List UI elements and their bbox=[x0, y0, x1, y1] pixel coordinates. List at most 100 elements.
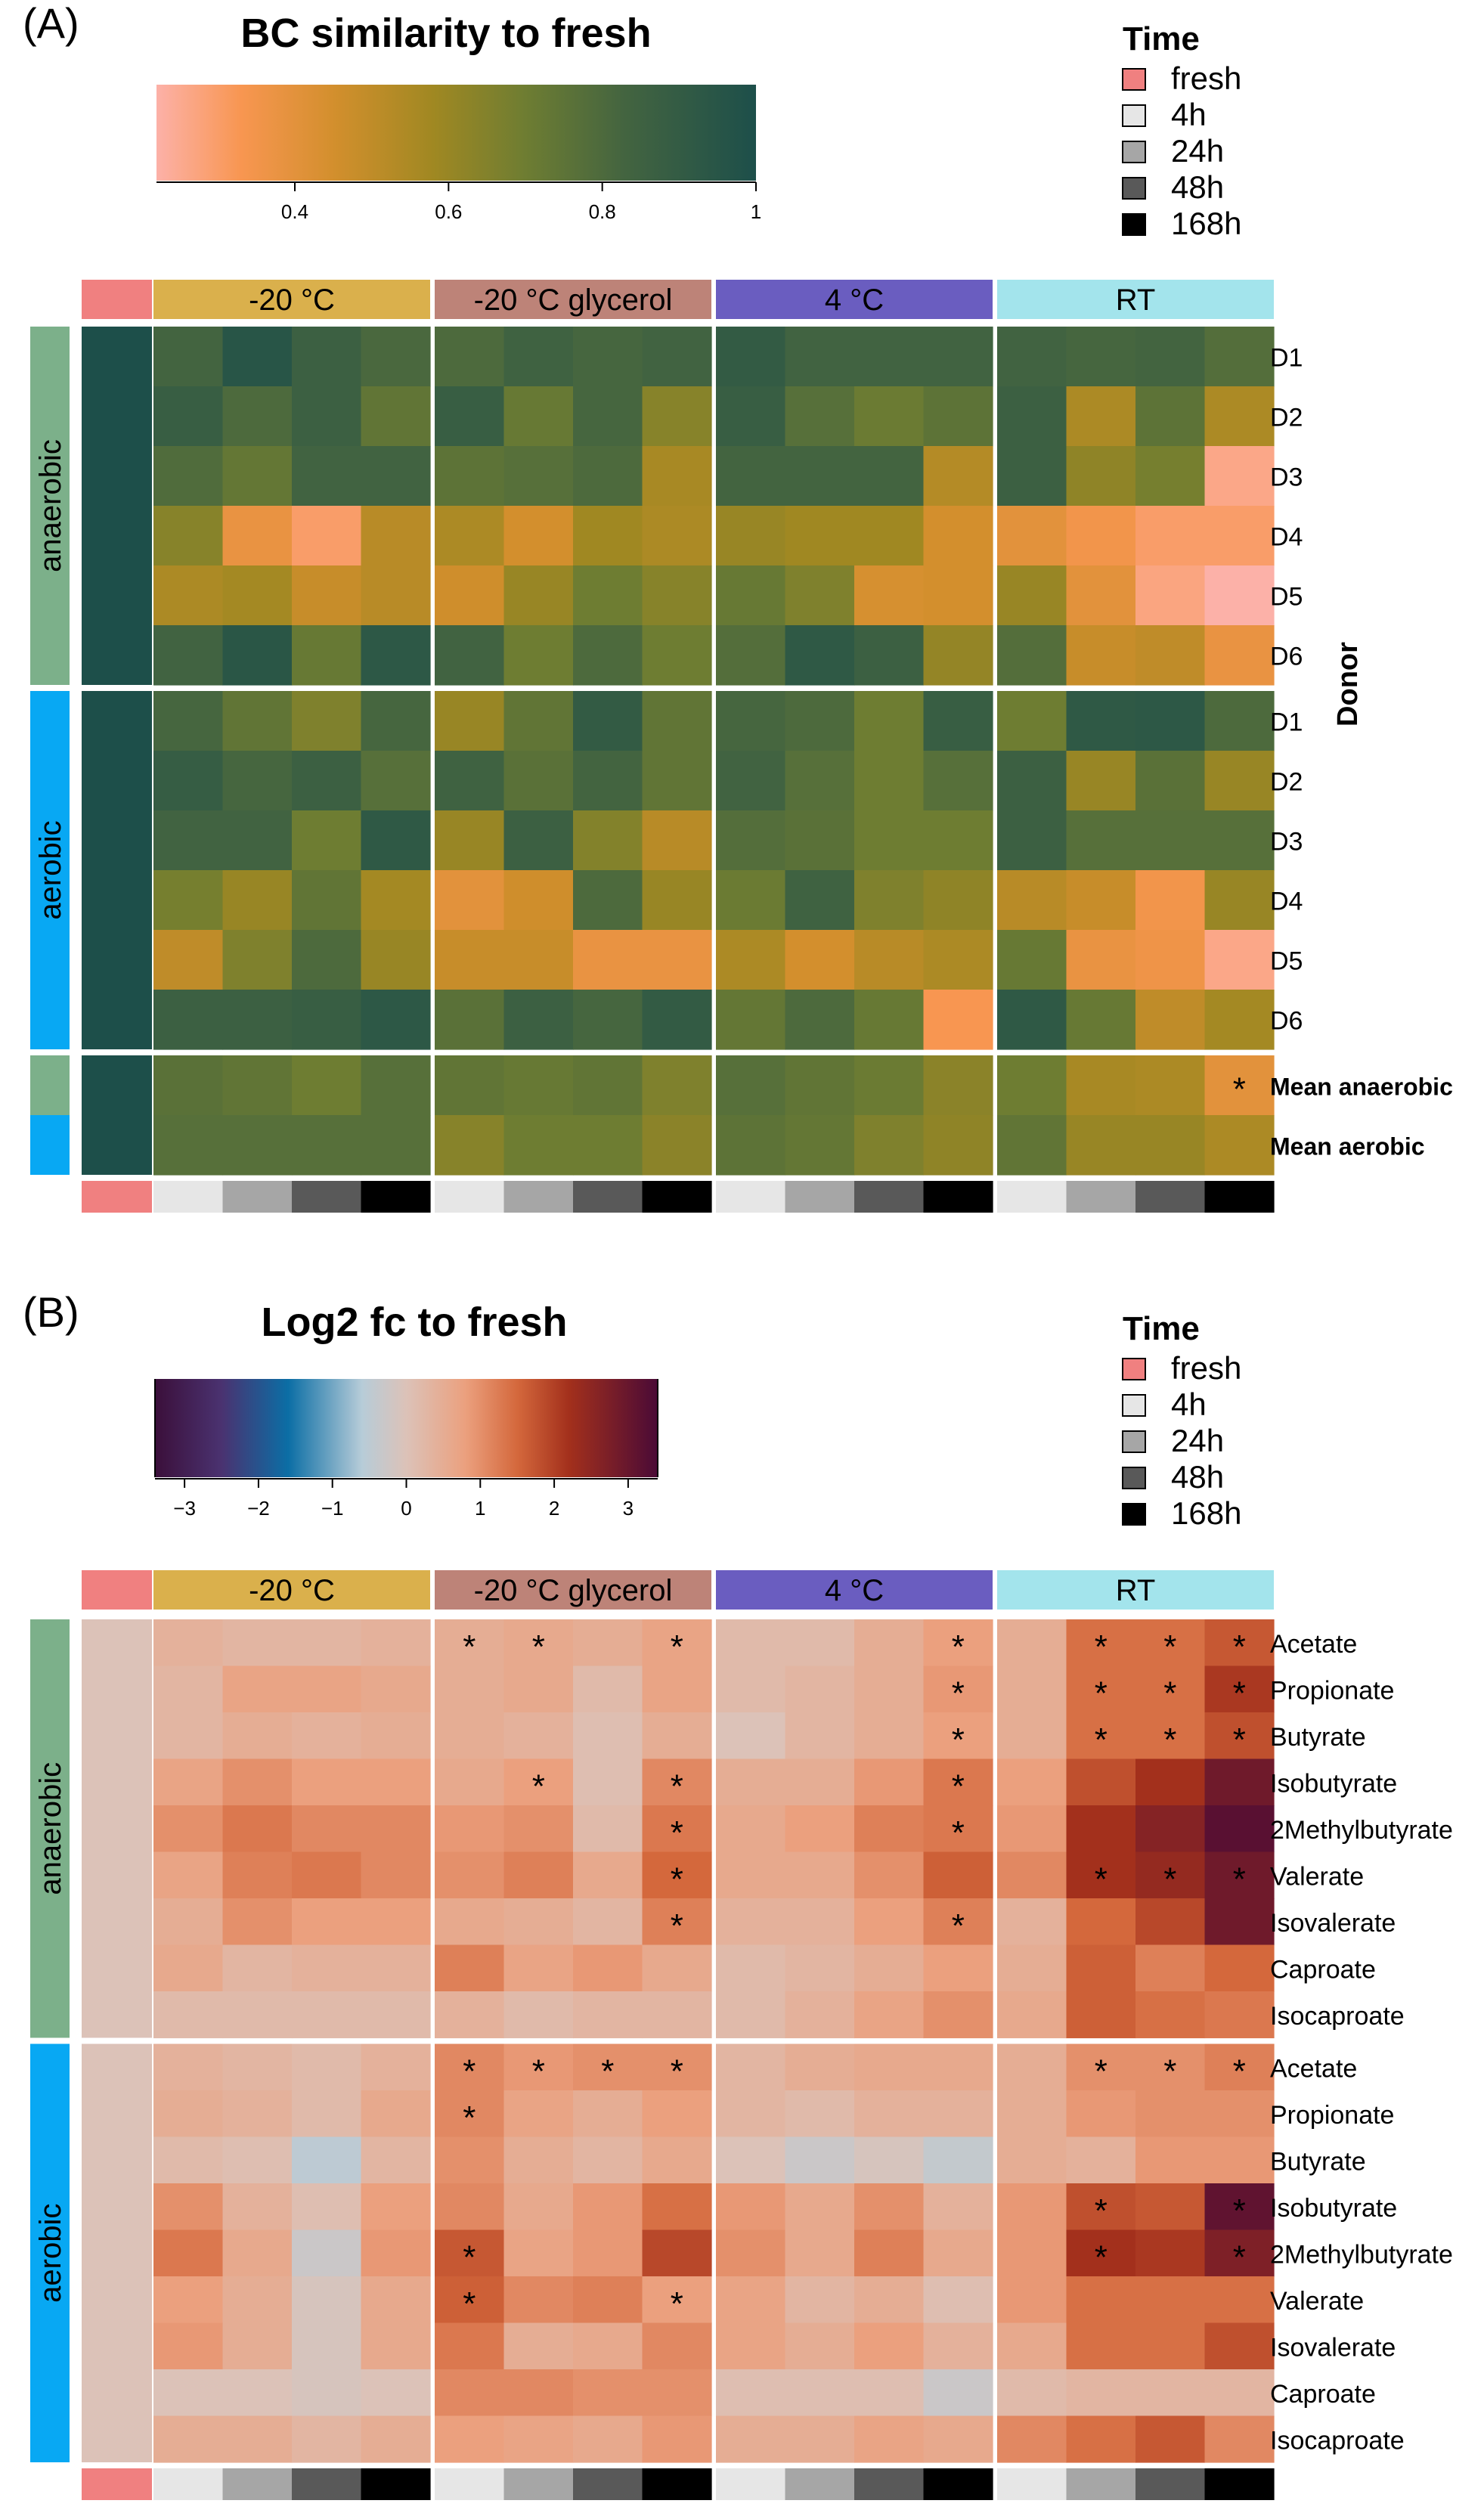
heatmap-cell bbox=[292, 1898, 362, 1946]
significance-star: * bbox=[1233, 1628, 1246, 1665]
significance-star: * bbox=[1163, 1675, 1176, 1712]
heatmap-cell bbox=[153, 2276, 224, 2324]
row-group-label: anaerobic bbox=[34, 1762, 67, 1895]
heatmap-cell bbox=[854, 2136, 925, 2184]
heatmap-cell bbox=[716, 2183, 786, 2231]
significance-star: * bbox=[1095, 1628, 1108, 1665]
column-group-label: RT bbox=[1116, 1574, 1156, 1607]
heatmap-cell bbox=[361, 2229, 431, 2277]
heatmap-cell bbox=[642, 565, 712, 626]
time-cell bbox=[361, 2468, 431, 2500]
heatmap-cell bbox=[153, 2369, 224, 2417]
time-cell bbox=[503, 1181, 574, 1213]
heatmap-cell bbox=[222, 565, 293, 626]
heatmap-cell bbox=[361, 1665, 431, 1713]
column-group-header bbox=[435, 280, 711, 319]
column-group-header bbox=[716, 280, 993, 319]
heatmap-cell bbox=[573, 691, 643, 751]
heatmap-cell bbox=[785, 870, 855, 931]
legend-title: Time bbox=[1123, 1310, 1200, 1347]
heatmap-cell bbox=[292, 625, 362, 686]
heatmap-cell bbox=[923, 1805, 993, 1853]
row-label: Propionate bbox=[1270, 1676, 1394, 1705]
significance-star: * bbox=[671, 1907, 683, 1944]
column-group-header bbox=[153, 280, 430, 319]
heatmap-cell bbox=[716, 2369, 786, 2417]
time-cell bbox=[642, 1181, 712, 1213]
heatmap-cell bbox=[785, 1851, 855, 1899]
summary-cell bbox=[1066, 1115, 1136, 1176]
heatmap-cell bbox=[573, 2369, 643, 2417]
heatmap-cell bbox=[1135, 1851, 1206, 1899]
heatmap-cell bbox=[785, 1712, 855, 1760]
heatmap-cell bbox=[361, 930, 431, 990]
heatmap-cell bbox=[435, 1619, 505, 1667]
time-cell bbox=[573, 1181, 643, 1213]
column-group-header bbox=[997, 1570, 1274, 1610]
heatmap-cell bbox=[1135, 990, 1206, 1050]
heatmap-cell bbox=[997, 990, 1067, 1050]
row-group-bar bbox=[30, 1619, 70, 2038]
row-label: Caproate bbox=[1270, 2380, 1376, 2409]
significance-star: * bbox=[671, 1814, 683, 1851]
heatmap-cell bbox=[292, 691, 362, 751]
heatmap-cell bbox=[716, 2276, 786, 2324]
heatmap-cell bbox=[785, 2369, 855, 2417]
row-label: D5 bbox=[1270, 947, 1303, 976]
heatmap-cell bbox=[785, 1991, 855, 2039]
heatmap-cell bbox=[361, 386, 431, 447]
significance-star: * bbox=[1163, 1628, 1176, 1665]
heatmap-cell bbox=[923, 870, 993, 931]
heatmap-cell bbox=[716, 2136, 786, 2184]
heatmap-cell bbox=[153, 1944, 224, 1992]
heatmap-cell bbox=[642, 1944, 712, 1992]
heatmap-cell bbox=[153, 2415, 224, 2463]
heatmap-cell bbox=[1204, 1665, 1275, 1713]
heatmap-cell bbox=[573, 1712, 643, 1760]
heatmap-cell bbox=[997, 751, 1067, 811]
heatmap-cell bbox=[1204, 2369, 1275, 2417]
row-label: D3 bbox=[1270, 463, 1303, 492]
significance-star: * bbox=[952, 1628, 965, 1665]
row-label: 2Methylbutyrate bbox=[1270, 1816, 1453, 1845]
summary-cell bbox=[361, 1055, 431, 1116]
heatmap-cell bbox=[361, 565, 431, 626]
time-cell bbox=[292, 1181, 362, 1213]
heatmap-cell bbox=[997, 2415, 1067, 2463]
heatmap-cell bbox=[222, 1712, 293, 1760]
significance-star: * bbox=[1163, 2053, 1176, 2090]
heatmap-cell bbox=[642, 2136, 712, 2184]
heatmap-cell bbox=[997, 691, 1067, 751]
legend-label: 4h bbox=[1171, 1387, 1207, 1422]
heatmap-cell bbox=[361, 2276, 431, 2324]
row-label: D1 bbox=[1270, 708, 1303, 737]
summary-cell bbox=[642, 1115, 712, 1176]
column-group-header bbox=[153, 1570, 430, 1610]
legend-label: 24h bbox=[1171, 1423, 1224, 1458]
heatmap-cell bbox=[573, 751, 643, 811]
heatmap-cell bbox=[923, 990, 993, 1050]
heatmap-cell bbox=[222, 1758, 293, 1806]
significance-star: * bbox=[1163, 1721, 1176, 1758]
heatmap-cell bbox=[1204, 1758, 1275, 1806]
heatmap-cell bbox=[1135, 2276, 1206, 2324]
heatmap-cell bbox=[1066, 506, 1136, 566]
heatmap-cell bbox=[435, 1712, 505, 1760]
heatmap-cell bbox=[153, 625, 224, 686]
legend-swatch bbox=[1122, 141, 1146, 163]
heatmap-cell bbox=[923, 2415, 993, 2463]
heatmap-cell bbox=[1135, 870, 1206, 931]
colorbar-tick-label: −2 bbox=[247, 1497, 270, 1520]
heatmap-cell bbox=[785, 327, 855, 387]
heatmap-cell bbox=[1204, 2136, 1275, 2184]
heatmap-cell bbox=[435, 990, 505, 1050]
significance-star: * bbox=[952, 1768, 965, 1805]
significance-star: * bbox=[463, 1628, 476, 1665]
column-group-label: -20 °C bbox=[249, 284, 335, 317]
summary-row-label: Mean aerobic bbox=[1270, 1133, 1425, 1160]
legend-swatch bbox=[1122, 68, 1146, 91]
heatmap-cell bbox=[222, 990, 293, 1050]
heatmap-cell bbox=[854, 625, 925, 686]
heatmap-cell bbox=[435, 1898, 505, 1946]
row-label: Isocaproate bbox=[1270, 2002, 1405, 2031]
